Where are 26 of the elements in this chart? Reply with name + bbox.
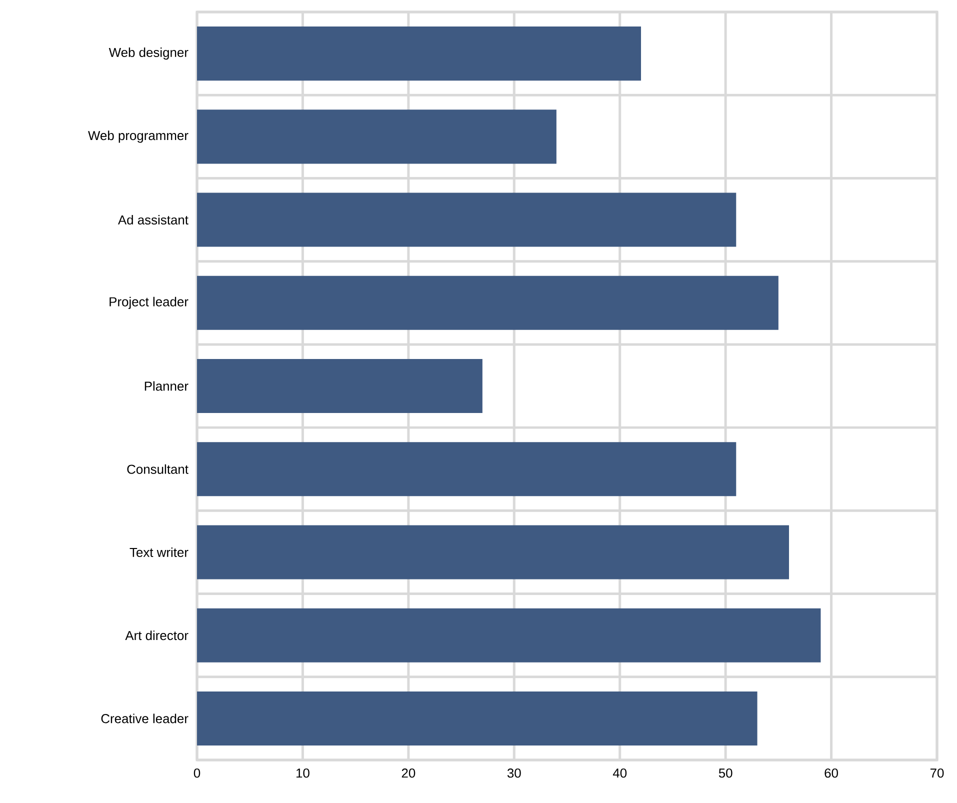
x-tick-label: 10 (296, 768, 310, 778)
x-tick-label: 50 (718, 768, 732, 778)
bar (197, 276, 778, 330)
y-tick-label: Ad assistant (118, 215, 188, 225)
x-tick-label: 20 (402, 768, 416, 778)
bar (197, 442, 736, 496)
y-tick-label: Creative leader (101, 714, 188, 724)
y-tick-label: Planner (144, 381, 188, 391)
bar (197, 359, 482, 414)
bar (197, 110, 556, 164)
y-tick-label: Web designer (108, 48, 188, 60)
y-tick-label: Web programmer (88, 130, 188, 143)
bar (197, 525, 790, 580)
x-tick-label: 60 (824, 768, 838, 778)
x-tick-label: 30 (507, 768, 521, 778)
bar (197, 192, 736, 247)
bar (197, 26, 642, 81)
bar (197, 691, 758, 746)
y-tick-label: Project leader (110, 296, 188, 309)
x-tick-label: 70 (930, 768, 944, 778)
y-tick-label: Consultant (127, 464, 188, 474)
y-tick-label: Art director (125, 630, 188, 640)
x-tick-label: 0 (194, 768, 200, 778)
bar (197, 608, 821, 662)
y-tick-label: Text writer (130, 547, 188, 557)
x-tick-label: 40 (612, 768, 627, 778)
